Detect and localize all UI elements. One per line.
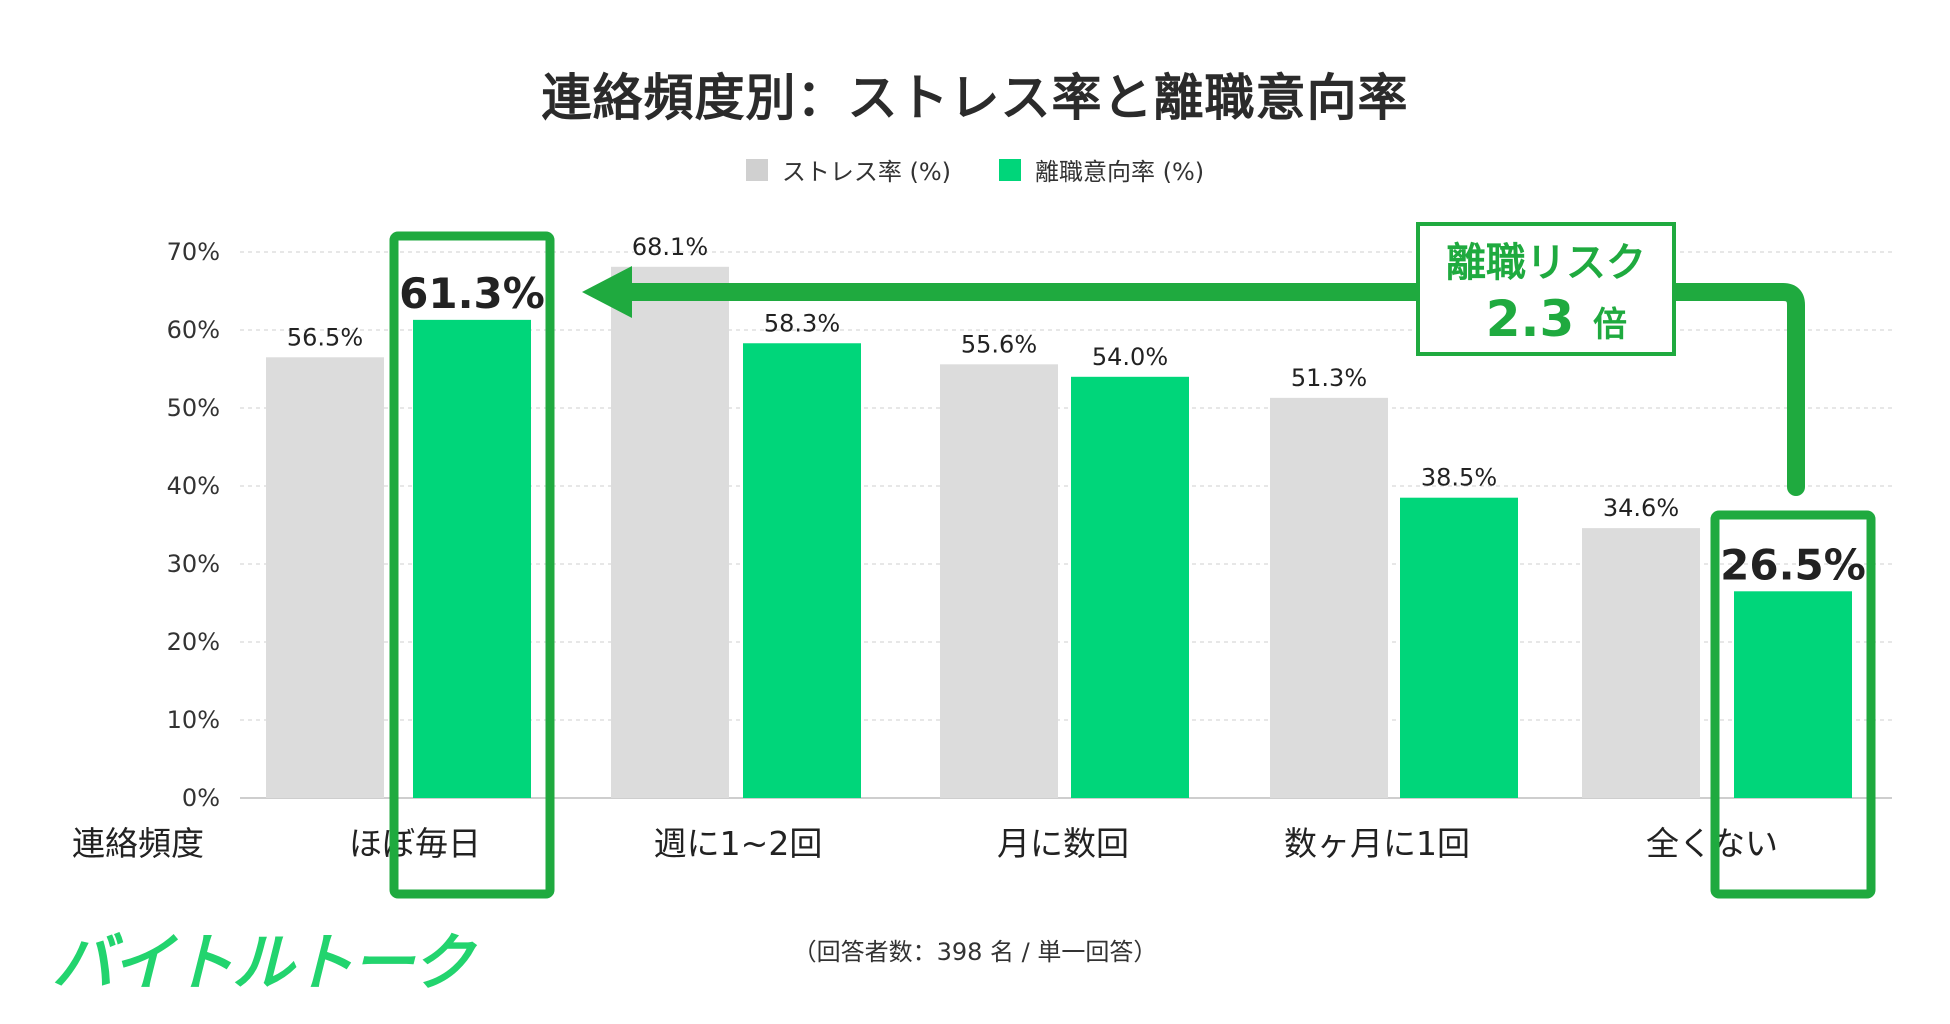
risk-callout-value: 2.3	[1486, 290, 1575, 348]
x-tick-label: 数ヶ月に1回	[1284, 824, 1470, 863]
risk-callout-box	[1416, 222, 1676, 356]
brand-logo: バイトルトーク	[52, 926, 474, 999]
y-tick-label: 10%	[167, 706, 220, 734]
highlight-frame	[389, 231, 555, 899]
bar-stress	[266, 357, 384, 798]
data-label-stress: 68.1%	[632, 233, 708, 261]
y-tick-label: 70%	[167, 238, 220, 266]
x-tick-label: 月に数回	[997, 824, 1129, 863]
x-axis-title: 連絡頻度	[72, 824, 204, 863]
bar-turnover	[413, 319, 531, 798]
highlight-frame	[1710, 510, 1876, 899]
bar-stress	[611, 266, 729, 798]
legend-label-turnover: 離職意向率 (%)	[1035, 158, 1205, 186]
legend-item-turnover: 離職意向率 (%)	[999, 152, 1204, 187]
data-label-turnover: 61.3%	[399, 269, 545, 318]
legend-swatch-turnover	[999, 158, 1021, 181]
data-label-turnover: 26.5%	[1720, 540, 1866, 589]
bars	[266, 266, 1852, 798]
data-label-turnover: 58.3%	[764, 309, 840, 337]
legend: ストレス率 (%) 離職意向率 (%)	[0, 152, 1950, 187]
y-tick-label: 60%	[167, 316, 220, 344]
data-label-turnover: 38.5%	[1421, 464, 1497, 492]
legend-swatch-stress	[745, 158, 768, 181]
data-label-stress: 51.3%	[1291, 364, 1367, 392]
y-tick-label: 40%	[167, 472, 220, 500]
data-label-stress: 34.6%	[1603, 494, 1679, 522]
y-tick-label: 20%	[167, 628, 220, 656]
legend-label-stress: ストレス率 (%)	[781, 158, 951, 186]
bar-stress	[940, 364, 1058, 798]
data-label-stress: 55.6%	[961, 330, 1037, 358]
labels: 0% 10% 20% 30% 40% 50% 60% 70% 56.5% 61.3% ほぼ毎日 68.…	[72, 233, 1866, 863]
y-tick-label: 0%	[182, 784, 220, 812]
risk-arrow-line	[603, 283, 1805, 496]
bar-turnover	[1400, 497, 1518, 798]
chart-title: 連絡頻度別：ストレス率と離職意向率	[541, 69, 1409, 127]
x-tick-label: 週に1~2回	[654, 824, 823, 863]
bar-stress	[1582, 528, 1700, 798]
y-tick-label: 50%	[167, 394, 220, 422]
bar-turnover	[1071, 376, 1189, 798]
legend-item-stress: ストレス率 (%)	[745, 152, 951, 187]
x-tick-label: ほぼ毎日	[349, 824, 481, 863]
data-label-stress: 56.5%	[287, 323, 363, 351]
bar-turnover	[1734, 591, 1852, 798]
data-label-turnover: 54.0%	[1092, 343, 1168, 371]
footnote: （回答者数：398 名 / 単一回答）	[792, 938, 1158, 966]
bar-turnover	[743, 343, 861, 798]
y-tick-label: 30%	[167, 550, 220, 578]
bar-stress	[1270, 397, 1388, 798]
risk-callout-title: 離職リスク	[1446, 240, 1646, 286]
arrowhead-icon	[582, 266, 632, 318]
risk-callout-unit: 倍	[1593, 305, 1627, 345]
